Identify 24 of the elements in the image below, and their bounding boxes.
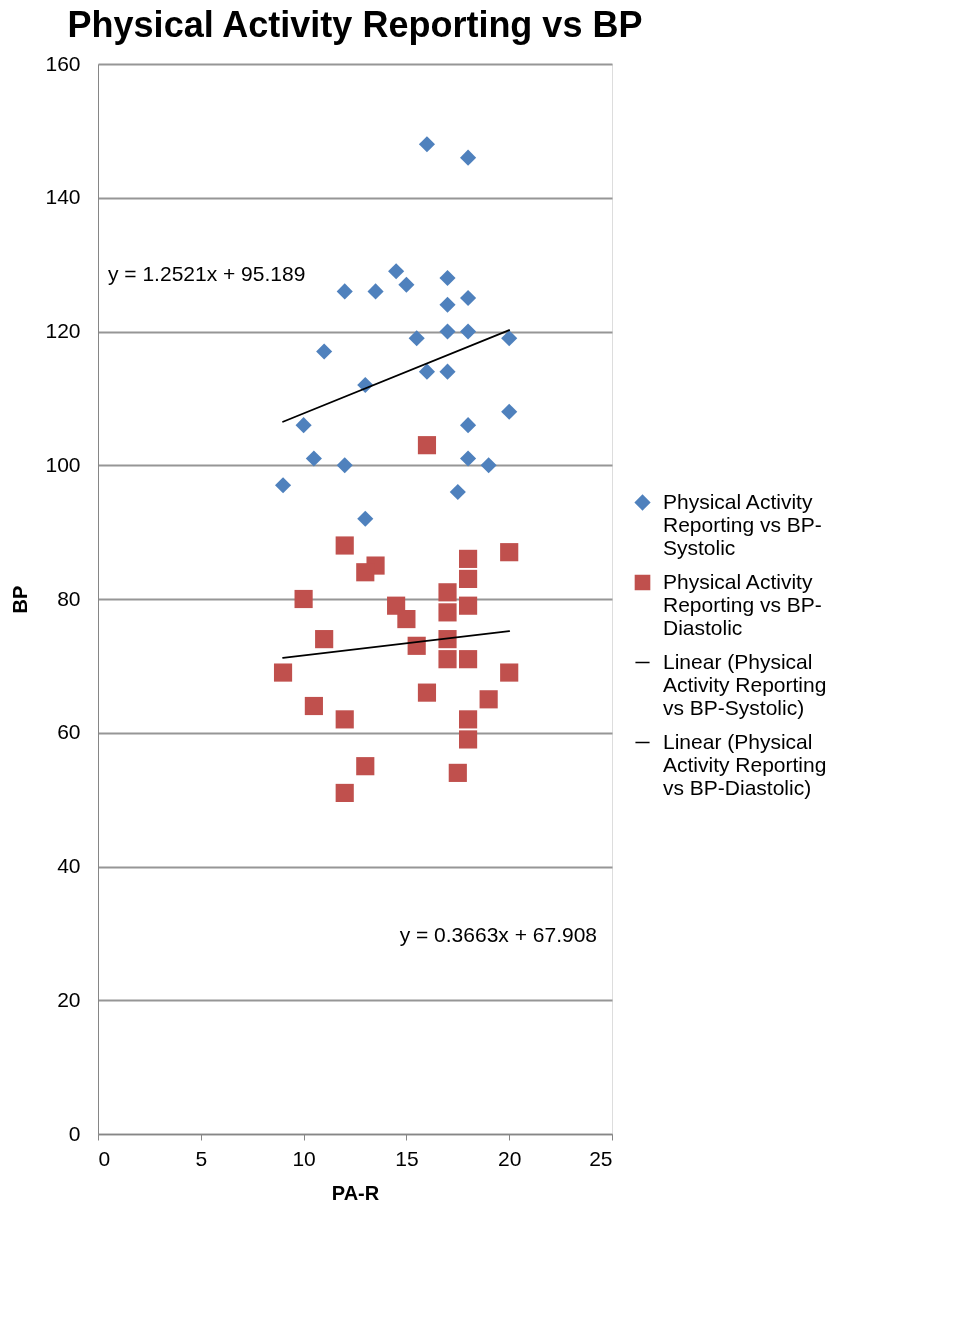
- chart-title: Physical Activity Reporting vs BP: [67, 4, 643, 45]
- legend-label: Linear (Physical Activity Reporting vs BP-Systolic): [663, 649, 827, 719]
- legend-label: Linear (Physical Activity Reporting vs BP-Diastolic): [663, 729, 827, 799]
- x-axis-title: PA-R: [331, 1181, 380, 1204]
- y-axis-title: BP: [9, 585, 32, 614]
- annotation: y = 0.3663x + 67.908: [399, 923, 597, 946]
- annotation: y = 1.2521x + 95.189: [108, 262, 306, 285]
- y-tick-label: 60: [57, 720, 81, 744]
- x-tick-label: 10: [292, 1146, 316, 1170]
- y-tick-label: 140: [45, 185, 81, 209]
- x-tick-label: 15: [395, 1146, 419, 1170]
- y-tick-label: 20: [57, 987, 81, 1011]
- y-tick-label: 0: [68, 1121, 81, 1145]
- x-tick-label: 20: [498, 1146, 522, 1170]
- y-tick-label: 40: [57, 854, 81, 877]
- legend-label: Physical Activity Reporting vs BP-Diastolic: [663, 569, 822, 639]
- y-tick-label: 80: [57, 586, 81, 610]
- x-tick-label: 5: [195, 1146, 208, 1170]
- y-tick-label: 160: [45, 51, 81, 75]
- y-tick-label: 100: [45, 452, 81, 476]
- x-tick-label: 25: [589, 1146, 613, 1170]
- x-tick-label: 0: [98, 1146, 111, 1170]
- y-tick-label: 120: [45, 319, 81, 342]
- legend-label: Physical Activity Reporting vs BP-Systolic: [663, 489, 822, 559]
